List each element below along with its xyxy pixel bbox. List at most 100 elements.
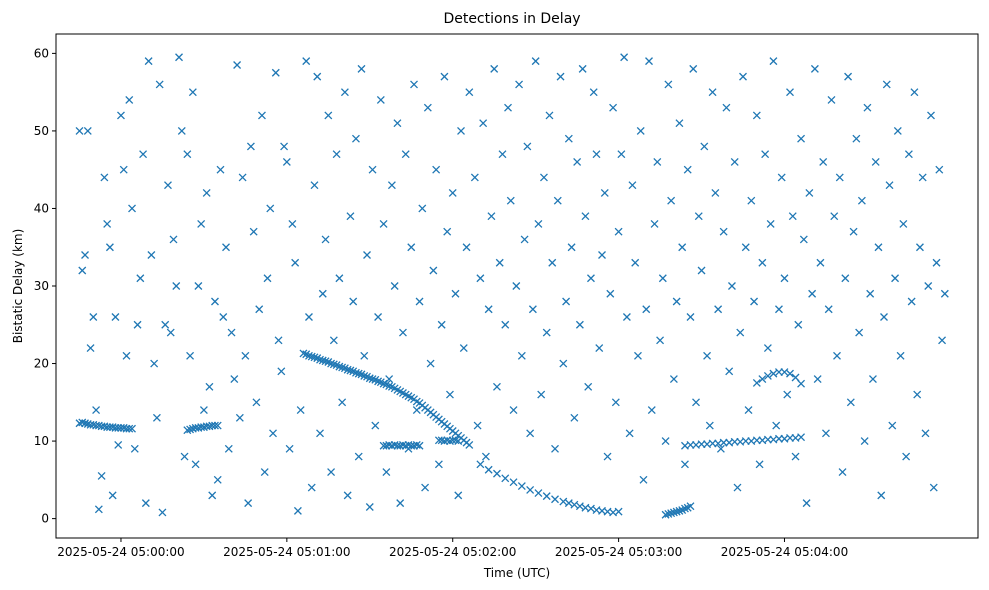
data-point [523, 142, 532, 151]
data-point [669, 375, 678, 384]
data-point [606, 289, 615, 298]
data-point [578, 64, 587, 73]
data-point [703, 351, 712, 360]
y-tick-label: 0 [41, 512, 49, 526]
data-point [310, 353, 319, 362]
data-point [412, 440, 421, 449]
data-point [763, 371, 772, 380]
data-point [642, 305, 651, 314]
data-point [434, 460, 443, 469]
data-point [545, 111, 554, 120]
data-point [739, 72, 747, 81]
data-point [349, 297, 358, 306]
data-point [791, 452, 800, 461]
data-point [769, 369, 778, 378]
data-point [573, 157, 582, 166]
data-point [614, 227, 623, 236]
data-point [708, 88, 717, 97]
data-point [827, 95, 836, 104]
data-point [128, 424, 136, 433]
data-point [470, 173, 479, 182]
data-point [797, 433, 806, 442]
data-point [672, 507, 681, 516]
data-point [418, 204, 427, 213]
data-point [445, 390, 454, 399]
data-point [581, 212, 590, 221]
data-point [448, 188, 457, 197]
data-point [354, 369, 363, 378]
data-point [385, 375, 394, 384]
data-point [559, 359, 568, 368]
x-axis-label: Time (UTC) [483, 566, 550, 580]
data-point [562, 297, 571, 306]
data-point [733, 483, 742, 492]
data-point [266, 204, 275, 213]
data-point [835, 173, 844, 182]
data-point [465, 440, 474, 449]
data-point [871, 157, 880, 166]
data-point [750, 297, 759, 306]
data-point [451, 436, 460, 445]
data-point [376, 95, 385, 104]
data-point [786, 369, 794, 378]
data-point [476, 274, 485, 283]
data-point [307, 483, 316, 492]
data-point [791, 373, 800, 382]
data-point [727, 282, 736, 290]
data-point [338, 398, 347, 407]
data-point [512, 282, 521, 290]
data-point [332, 150, 341, 159]
data-point [700, 142, 709, 151]
data-point [410, 80, 418, 89]
data-point [360, 351, 369, 360]
data-point [882, 80, 891, 89]
data-point [213, 421, 222, 430]
data-point [385, 382, 394, 390]
data-point [302, 57, 311, 66]
y-tick-label: 30 [34, 279, 49, 293]
data-point [164, 181, 172, 190]
data-point [305, 313, 313, 321]
data-point [81, 419, 89, 428]
data-point [282, 157, 291, 166]
data-point [260, 468, 269, 477]
data-point [396, 499, 405, 508]
data-point [719, 227, 728, 236]
data-points [75, 53, 949, 519]
data-point [368, 375, 377, 384]
data-point [285, 444, 294, 453]
data-point [476, 460, 485, 469]
data-point [667, 509, 676, 518]
data-point [346, 366, 355, 375]
data-point [150, 359, 159, 368]
data-point [915, 243, 924, 252]
data-point [647, 406, 656, 415]
data-point [520, 235, 529, 244]
data-point [551, 444, 559, 453]
data-point [866, 289, 875, 298]
data-point [904, 150, 913, 159]
data-point [940, 289, 949, 298]
data-point [105, 243, 114, 252]
data-point [155, 80, 164, 89]
data-point [656, 336, 665, 345]
data-point [100, 173, 109, 182]
data-point [813, 375, 822, 384]
data-point [144, 57, 153, 66]
data-point [924, 282, 933, 290]
data-point [382, 468, 391, 477]
data-point [83, 126, 92, 135]
data-point [517, 351, 526, 360]
data-point [752, 378, 761, 387]
data-point [404, 444, 413, 453]
data-point [589, 88, 598, 97]
data-point [296, 406, 305, 415]
data-point [352, 134, 360, 143]
data-point [487, 212, 496, 221]
data-point [114, 440, 123, 449]
data-point [855, 328, 864, 337]
data-point [183, 426, 192, 435]
data-point [683, 165, 692, 174]
data-point [451, 289, 460, 298]
data-point [686, 502, 695, 511]
